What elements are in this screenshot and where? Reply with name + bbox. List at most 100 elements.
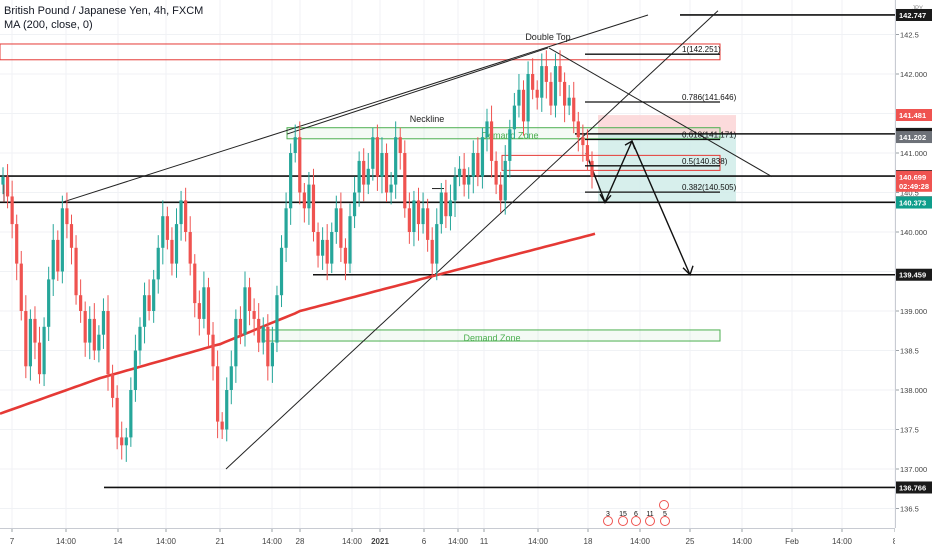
candle-body [79, 295, 83, 311]
y-tick-label: 142.000 [900, 70, 927, 79]
candle-body [407, 208, 411, 232]
candle-body [457, 168, 462, 177]
candle-body [453, 176, 457, 201]
x-tick-label: 18 [584, 537, 593, 546]
y-tick-label: 137.000 [900, 465, 927, 474]
event-marker-circle [659, 500, 669, 510]
candle-body [553, 66, 558, 106]
candle-body [92, 318, 96, 351]
x-tick-label: 7 [10, 537, 15, 546]
candle-body [184, 200, 188, 232]
candle-body [74, 247, 78, 296]
candle-body [371, 137, 375, 169]
x-tick-label: 14 [114, 537, 123, 546]
candle-body [535, 89, 539, 98]
x-tick-label: 6 [422, 537, 427, 546]
candle-body [352, 192, 357, 217]
upper-trendline [61, 14, 649, 203]
candle-body [526, 74, 530, 122]
candle-body [567, 97, 571, 106]
candle-body [343, 247, 348, 264]
candle-body [261, 326, 265, 343]
candle-body [435, 224, 439, 264]
candle-body [142, 295, 147, 327]
ma-200-line [0, 232, 596, 415]
candle-body [394, 137, 398, 185]
time-axis-svg: 7 14:00 14 14:00 21 14:00 28 14:00 2021 6 14:00 11 1… [10, 529, 898, 546]
price-label-box [896, 8, 932, 21]
neckline-trendline [286, 47, 549, 135]
candle-body [307, 184, 311, 209]
time-axis[interactable]: 7 14:00 14 14:00 21 14:00 28 14:00 2021 6 14:00 11 1… [0, 528, 898, 551]
candle-body [462, 168, 466, 185]
x-tick-label: 14:00 [630, 537, 651, 546]
candle-body [330, 232, 334, 264]
candle-body [60, 208, 64, 272]
x-tick-label: 14:00 [832, 537, 853, 546]
arrow-head [624, 140, 636, 150]
candle-body [421, 208, 425, 225]
candle-body [234, 318, 238, 367]
price-label: 136.766 [899, 483, 926, 492]
price-label-box [896, 481, 932, 494]
candle-body [485, 121, 489, 138]
candle-body [179, 200, 183, 225]
candle-body [339, 208, 343, 248]
candle-body [311, 184, 316, 232]
event-marker-count: 15 [619, 511, 627, 518]
price-label: 142.747 [899, 11, 926, 20]
drawings [0, 10, 895, 489]
event-marker-circle [603, 516, 613, 526]
candle-body [69, 224, 74, 248]
y-tick-label: 139.000 [900, 307, 927, 316]
price-label: 140.699 [899, 173, 926, 182]
indicator-label: MA (200, close, 0) [4, 19, 93, 31]
lower-trendline [225, 10, 719, 470]
candle-body [193, 263, 197, 304]
candle-body [489, 121, 494, 161]
x-tick-label: Feb [785, 537, 799, 546]
candle-body [416, 200, 421, 225]
event-marker-circle [631, 516, 641, 526]
candle-body [494, 160, 498, 185]
y-tick-label: 138.5 [900, 347, 919, 356]
candle-body [366, 168, 370, 185]
y-tick-label: 140.5 [900, 189, 919, 198]
price-label: 140.373 [899, 199, 926, 208]
fib-levels: 1(142.251) 0.786(141.646) 0.618(141.171) 0.… [585, 45, 737, 193]
candle-body [439, 192, 443, 225]
arrow-head [682, 265, 694, 277]
candle-body [403, 153, 407, 209]
candle-body [47, 279, 51, 327]
event-marker-circle [645, 516, 655, 526]
candle-body [540, 66, 544, 98]
candle-body [298, 137, 302, 193]
candle-body [334, 208, 338, 232]
price-axis[interactable]: 142.5142.000141.5141.000140.5140.000139.… [895, 0, 932, 528]
descending-trendline [548, 47, 773, 178]
fib-label: 0.786(141.646) [682, 93, 737, 102]
arrow-head [599, 193, 612, 204]
price-label: 141.481 [899, 111, 926, 120]
candle-body [581, 137, 585, 146]
candle-body [549, 81, 553, 106]
y-tick-label: 142.5 [900, 31, 919, 40]
price-label-box [896, 179, 932, 192]
event-markers: 3 15 6 11 5 [603, 500, 670, 526]
candle-body [430, 239, 434, 264]
price-axis-svg: 142.5142.000141.5141.000140.5140.000139.… [896, 6, 932, 514]
candle-body [238, 318, 243, 335]
price-label-box [896, 170, 932, 183]
candle-body [563, 81, 567, 106]
candle-body [133, 350, 138, 390]
fib-zone-box [501, 154, 721, 171]
candle-body [448, 200, 453, 217]
candle-body [229, 366, 233, 390]
price-label: 141.202 [899, 133, 926, 142]
candle-body [147, 295, 151, 311]
fib-label: 0.5(140.838) [682, 157, 728, 166]
candle-body [174, 224, 179, 264]
candle-body [321, 239, 325, 256]
